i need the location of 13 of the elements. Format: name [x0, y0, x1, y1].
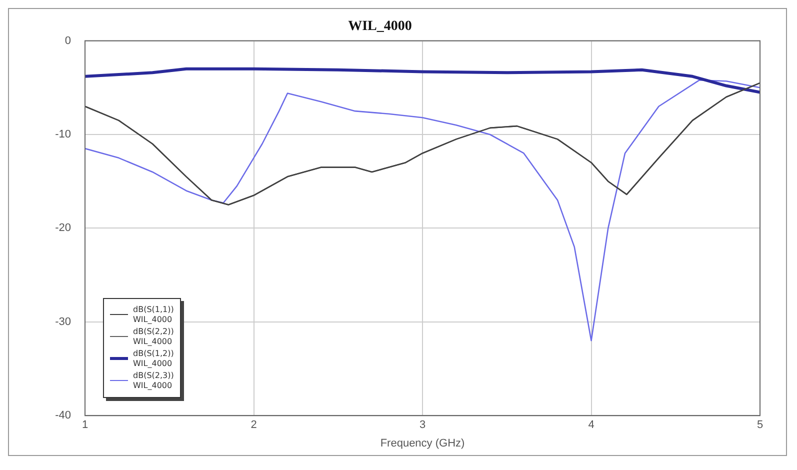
y-tick-label: -30 [55, 316, 71, 328]
y-tick-label: 0 [64, 34, 71, 47]
y-tick-label: -40 [55, 410, 71, 422]
x-tick-label: 3 [419, 419, 426, 432]
y-tick-label: -10 [55, 128, 71, 141]
x-axis-title: Frequency (GHz) [380, 437, 465, 450]
legend-label: dB(S(2,3)) WIL_4000 [133, 370, 174, 391]
x-tick-label: 2 [250, 419, 257, 432]
x-tick-label: 1 [82, 419, 88, 432]
x-tick-label: 5 [756, 419, 764, 432]
chart-title: WIL_4000 [348, 19, 412, 34]
y-tick-label: -20 [55, 222, 71, 234]
x-tick-label: 4 [588, 419, 594, 432]
